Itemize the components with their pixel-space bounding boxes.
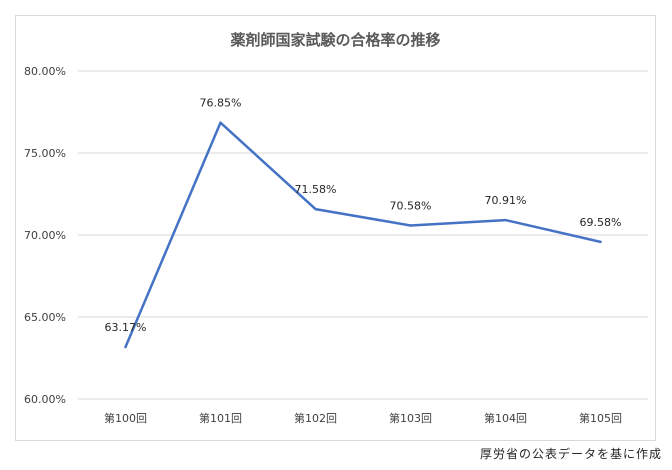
source-note: 厚労省の公表データを基に作成 (479, 447, 662, 461)
data-label: 76.85% (200, 97, 242, 110)
data-label: 69.58% (580, 216, 622, 229)
x-tick-label: 第102回 (294, 411, 337, 425)
chart-title: 薬剤師国家試験の合格率の推移 (230, 31, 441, 49)
x-tick-label: 第101回 (199, 411, 242, 425)
data-point (219, 121, 222, 124)
data-label: 71.58% (295, 183, 337, 196)
x-tick-label: 第105回 (579, 411, 622, 425)
y-tick-label: 65.00% (24, 311, 66, 324)
data-label: 70.58% (390, 199, 432, 212)
x-tick-label: 第103回 (389, 411, 432, 425)
data-point (409, 224, 412, 227)
data-point (599, 240, 602, 244)
y-tick-label: 80.00% (24, 65, 66, 78)
series-line (124, 121, 602, 349)
data-label: 70.91% (485, 194, 527, 207)
data-point (314, 207, 317, 211)
y-tick-label: 75.00% (24, 147, 66, 160)
x-tick-label: 第104回 (484, 411, 527, 425)
data-point (124, 345, 127, 349)
chart-frame (15, 15, 656, 441)
y-tick-label: 60.00% (24, 393, 66, 406)
data-point (504, 218, 507, 222)
data-label: 63.17% (105, 321, 147, 334)
x-tick-label: 第100回 (104, 411, 147, 425)
y-tick-label: 70.00% (24, 229, 66, 242)
